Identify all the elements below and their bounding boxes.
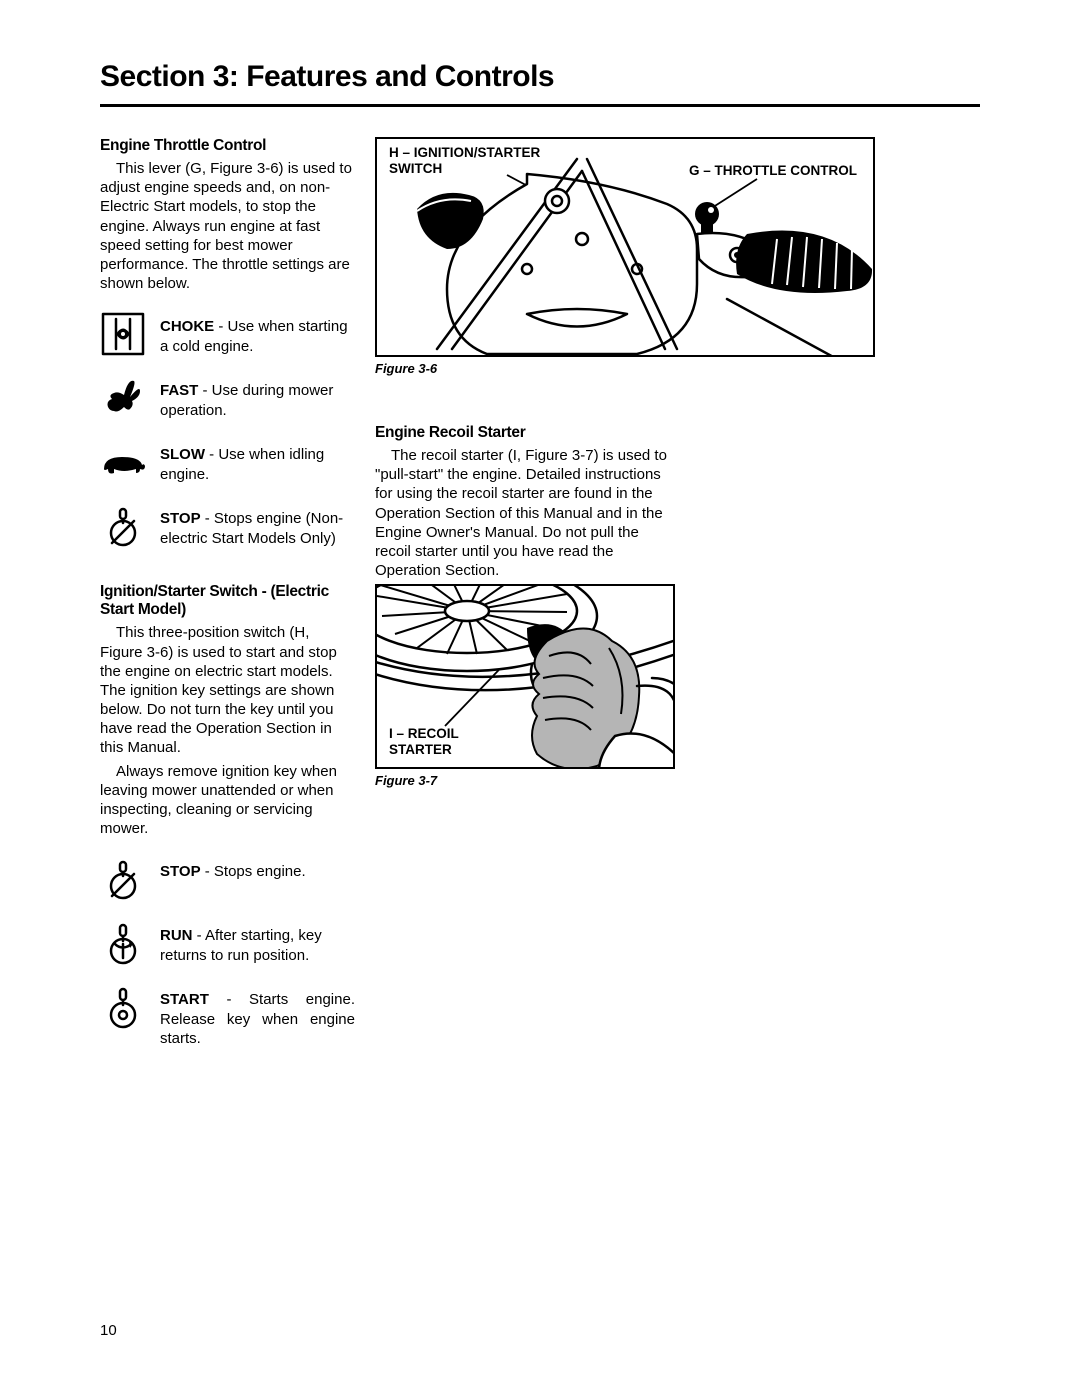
left-column: Engine Throttle Control This lever (G, F… xyxy=(100,137,355,1049)
figure-3-7: I – RECOIL STARTER xyxy=(375,584,675,769)
key-start: START - Starts engine. Release key when … xyxy=(100,984,355,1049)
section-title: Section 3: Features and Controls xyxy=(100,60,980,94)
fig36-label-g: G – THROTTLE CONTROL xyxy=(689,163,857,179)
rabbit-icon xyxy=(100,375,146,421)
content-columns: Engine Throttle Control This lever (G, F… xyxy=(100,137,980,1049)
recoil-heading: Engine Recoil Starter xyxy=(375,424,980,442)
right-column: H – IGNITION/STARTER SWITCH G – THROTTLE… xyxy=(375,137,980,1049)
slow-text: SLOW - Use when idling engine. xyxy=(160,439,355,484)
turtle-icon xyxy=(100,439,146,485)
key-stop-text: STOP - Stops engine. xyxy=(160,856,306,882)
key-start-text: START - Starts engine. Release key when … xyxy=(160,984,355,1049)
choke-icon xyxy=(100,311,146,357)
stop-icon xyxy=(100,503,146,549)
key-run-icon xyxy=(100,920,146,966)
section-rule xyxy=(100,104,980,107)
ignition-p2: Always remove ignition key when leaving … xyxy=(100,762,355,839)
throttle-paragraph: This lever (G, Figure 3-6) is used to ad… xyxy=(100,159,355,293)
fig37-label-i: I – RECOIL STARTER xyxy=(389,726,479,757)
throttle-heading: Engine Throttle Control xyxy=(100,137,355,155)
fig37-caption: Figure 3-7 xyxy=(375,773,980,788)
ignition-p1: This three-position switch (H, Figure 3-… xyxy=(100,623,355,757)
choke-text: CHOKE - Use when starting a cold engine. xyxy=(160,311,355,356)
setting-choke: CHOKE - Use when starting a cold engine. xyxy=(100,311,355,357)
fig36-label-h: H – IGNITION/STARTER SWITCH xyxy=(389,145,569,176)
page-number: 10 xyxy=(100,1322,117,1339)
setting-fast: FAST - Use during mower operation. xyxy=(100,375,355,421)
setting-stop: STOP - Stops engine (Non-electric Start … xyxy=(100,503,355,549)
key-stop: STOP - Stops engine. xyxy=(100,856,355,902)
key-run: RUN - After starting, key returns to run… xyxy=(100,920,355,966)
ignition-heading: Ignition/Starter Switch - (Electric Star… xyxy=(100,583,355,619)
figure-3-6: H – IGNITION/STARTER SWITCH G – THROTTLE… xyxy=(375,137,875,357)
fig36-caption: Figure 3-6 xyxy=(375,361,980,376)
fast-text: FAST - Use during mower operation. xyxy=(160,375,355,420)
setting-slow: SLOW - Use when idling engine. xyxy=(100,439,355,485)
key-start-icon xyxy=(100,984,146,1030)
key-stop-icon xyxy=(100,856,146,902)
recoil-paragraph: The recoil starter (I, Figure 3-7) is us… xyxy=(375,446,675,580)
stop-text: STOP - Stops engine (Non-electric Start … xyxy=(160,503,355,548)
key-run-text: RUN - After starting, key returns to run… xyxy=(160,920,355,965)
